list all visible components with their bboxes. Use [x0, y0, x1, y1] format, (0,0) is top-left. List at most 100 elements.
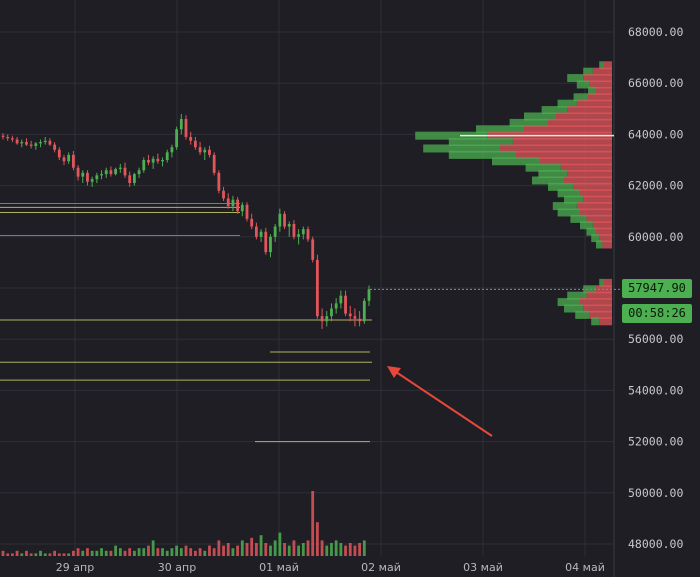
- y-tick-label: 60000.00: [628, 230, 683, 244]
- x-tick-label: 30 апр: [158, 561, 196, 574]
- volume-bar: [109, 550, 113, 556]
- candle-body: [315, 259, 319, 317]
- volume-bar: [114, 545, 118, 556]
- profile-buy-bar: [492, 157, 540, 166]
- volume-bar: [362, 540, 366, 556]
- volume-bar: [184, 545, 188, 556]
- y-tick-label: 52000.00: [628, 435, 683, 449]
- candle-body: [1, 135, 5, 137]
- profile-sell-bar: [586, 291, 612, 300]
- profile-sell-bar: [583, 195, 612, 204]
- profile-sell-bar: [586, 214, 612, 223]
- candle-body: [297, 234, 301, 237]
- countdown-badge: 00:58:26: [622, 304, 692, 323]
- volume-bar: [123, 550, 127, 556]
- candle-body: [156, 158, 160, 162]
- candle-body: [104, 170, 108, 175]
- volume-bar: [269, 545, 272, 556]
- volume-bar: [212, 548, 216, 556]
- volume-bar: [217, 540, 221, 556]
- candle-body: [217, 172, 221, 191]
- volume-bar: [62, 553, 66, 556]
- profile-sell-bar: [604, 278, 612, 287]
- candle-body: [15, 139, 19, 144]
- profile-buy-bar: [596, 240, 603, 249]
- profile-buy-bar: [576, 80, 590, 89]
- volume-bar: [67, 553, 71, 556]
- profile-sell-bar: [560, 163, 612, 172]
- volume-bar: [156, 548, 160, 556]
- volume-bar: [15, 550, 19, 556]
- volume-bar: [325, 545, 329, 556]
- candle-body: [339, 295, 343, 304]
- volume-bar: [25, 550, 28, 556]
- candle-body: [250, 218, 254, 227]
- volume-bar: [353, 545, 357, 556]
- candle-body: [236, 199, 240, 212]
- profile-buy-bar: [583, 67, 593, 76]
- profile-buy-bar: [532, 176, 564, 185]
- profile-buy-bar: [567, 74, 584, 83]
- volume-bar: [95, 550, 99, 556]
- candle-body: [189, 136, 193, 141]
- profile-sell-bar: [592, 67, 612, 76]
- profile-buy-bar: [575, 310, 590, 319]
- profile-buy-bar: [570, 214, 587, 223]
- profile-buy-bar: [548, 182, 574, 191]
- profile-buy-bar: [564, 195, 584, 204]
- volume-bar: [311, 491, 315, 556]
- profile-sell-bar: [516, 150, 612, 159]
- candle-body: [301, 229, 305, 235]
- volume-bar: [29, 553, 33, 556]
- profile-buy-bar: [591, 234, 600, 243]
- profile-buy-bar: [552, 202, 577, 211]
- volume-bar: [203, 550, 207, 556]
- candle-body: [25, 142, 28, 145]
- profile-buy-bar: [588, 86, 596, 95]
- candle-body: [100, 174, 103, 176]
- volume-bar: [39, 550, 42, 556]
- candle-body: [325, 316, 329, 322]
- profile-sell-bar: [599, 234, 612, 243]
- candle-body: [348, 313, 352, 317]
- profile-sell-bar: [580, 208, 612, 217]
- x-tick-label: 04 май: [565, 561, 605, 574]
- candle-body: [34, 143, 38, 146]
- candle-body: [39, 142, 42, 144]
- profile-sell-bar: [564, 176, 612, 185]
- volume-bar: [339, 543, 343, 556]
- candle-body: [231, 199, 235, 207]
- candle-body: [147, 160, 150, 163]
- profile-buy-bar: [448, 150, 516, 159]
- candle-body: [283, 213, 286, 227]
- volume-bar: [208, 545, 211, 556]
- volume-bar: [334, 540, 338, 556]
- volume-bar: [297, 545, 301, 556]
- profile-sell-bar: [580, 189, 612, 198]
- candle-body: [170, 147, 174, 153]
- volume-bar: [273, 540, 277, 556]
- volume-bar: [43, 553, 47, 556]
- current-price-badge: 57947.90: [622, 279, 692, 298]
- profile-buy-bar: [423, 144, 500, 153]
- x-tick-label: 29 апр: [56, 561, 94, 574]
- volume-bar: [259, 535, 263, 556]
- volume-bar: [254, 543, 258, 556]
- profile-sell-bar: [589, 80, 612, 89]
- candle-body: [269, 236, 272, 253]
- candle-body: [43, 140, 47, 143]
- profile-buy-bar: [586, 227, 596, 236]
- candle-body: [57, 149, 61, 158]
- candle-body: [362, 300, 366, 322]
- volume-bar: [90, 550, 94, 556]
- candle-body: [71, 154, 75, 168]
- profile-sell-bar: [602, 240, 612, 249]
- candle-body: [208, 149, 211, 155]
- volume-bar: [240, 540, 244, 556]
- candle-body: [222, 190, 225, 199]
- profile-sell-bar: [580, 298, 612, 307]
- volume-bar: [283, 543, 286, 556]
- candle-body: [184, 119, 188, 137]
- candle-body: [311, 239, 315, 260]
